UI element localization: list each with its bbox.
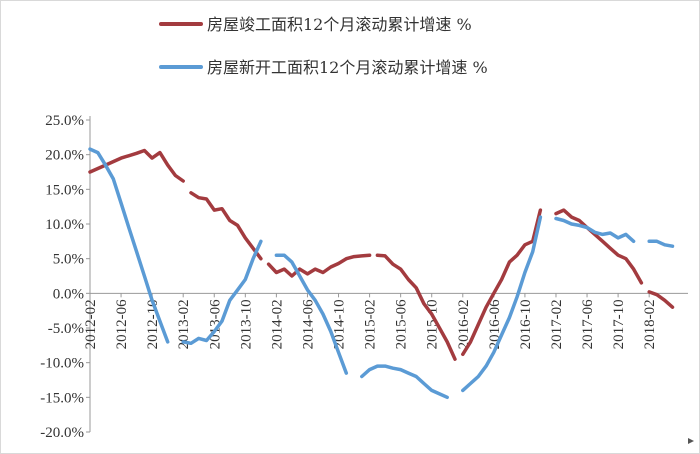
x-tick-label: 2013-10 bbox=[238, 299, 254, 349]
series-line-completed bbox=[461, 208, 543, 357]
x-tick-label: 2014-06 bbox=[300, 299, 316, 349]
x-tick-label: 2016-02 bbox=[456, 299, 472, 349]
x-tick-label: 2018-02 bbox=[642, 299, 658, 349]
series-lines bbox=[88, 147, 675, 400]
series-line-completed bbox=[88, 148, 185, 183]
y-tick-label: 0.0% bbox=[53, 286, 84, 302]
x-tick-label: 2017-10 bbox=[611, 299, 627, 349]
y-tick-label: 25.0% bbox=[45, 113, 84, 129]
x-tick-label: 2016-06 bbox=[487, 299, 503, 349]
x-tick-label: 2015-02 bbox=[363, 299, 379, 349]
x-tick-label: 2017-06 bbox=[580, 299, 596, 349]
x-tick-labels: 2012-02 2012-06 2012-10 2013-02 2013-06 2013-… bbox=[83, 293, 658, 349]
x-tick-label: 2015-06 bbox=[394, 299, 410, 349]
x-axis: 2012-02 2012-06 2012-10 2013-02 2013-06 2013-… bbox=[83, 292, 688, 349]
y-tick-label: 20.0% bbox=[45, 148, 84, 164]
series-line-new-starts bbox=[274, 253, 349, 375]
corner-arrow-icon bbox=[688, 438, 694, 444]
y-tick-label: -10.0% bbox=[40, 356, 84, 372]
series-line-completed bbox=[647, 290, 675, 309]
x-tick-label: 2014-10 bbox=[332, 299, 348, 349]
series-line-completed bbox=[375, 253, 457, 361]
y-tick-label: 15.0% bbox=[45, 182, 84, 198]
series-line-completed bbox=[554, 208, 644, 285]
x-tick-label: 2013-02 bbox=[176, 299, 192, 349]
series-line-new-starts bbox=[554, 216, 636, 244]
series-line-new-starts bbox=[461, 215, 543, 393]
y-tick-label: 5.0% bbox=[53, 252, 84, 268]
x-tick-label: 2012-02 bbox=[83, 299, 99, 349]
x-tick-label: 2012-06 bbox=[114, 299, 130, 349]
y-tick-labels: 25.0% 20.0% 15.0% 10.0% 5.0% 0.0% -5.0% -10.0% -… bbox=[40, 113, 90, 441]
legend-label-completed: 房屋竣工面积12个月滚动累计增速 % bbox=[207, 15, 472, 34]
legend-label-new-starts: 房屋新开工面积12个月滚动累计增速 % bbox=[207, 58, 488, 77]
x-tick-label: 2017-02 bbox=[549, 299, 565, 349]
y-tick-label: 10.0% bbox=[45, 217, 84, 233]
x-tick-label: 2014-02 bbox=[269, 299, 285, 349]
series-line-new-starts bbox=[360, 364, 449, 400]
series-line-new-starts bbox=[647, 239, 675, 248]
series-line-new-starts bbox=[181, 239, 263, 346]
y-tick-label: -20.0% bbox=[40, 425, 84, 441]
y-tick-label: -5.0% bbox=[48, 321, 84, 337]
series-line-new-starts bbox=[88, 147, 170, 344]
series-line-completed bbox=[266, 253, 372, 278]
series-line-completed bbox=[189, 191, 263, 261]
legend: 房屋竣工面积12个月滚动累计增速 % 房屋新开工面积12个月滚动累计增速 % bbox=[159, 15, 488, 77]
y-axis: 25.0% 20.0% 15.0% 10.0% 5.0% 0.0% -5.0% -10.0% -… bbox=[40, 113, 91, 441]
x-tick-label: 2016-10 bbox=[518, 299, 534, 349]
y-tick-label: -15.0% bbox=[40, 390, 84, 406]
